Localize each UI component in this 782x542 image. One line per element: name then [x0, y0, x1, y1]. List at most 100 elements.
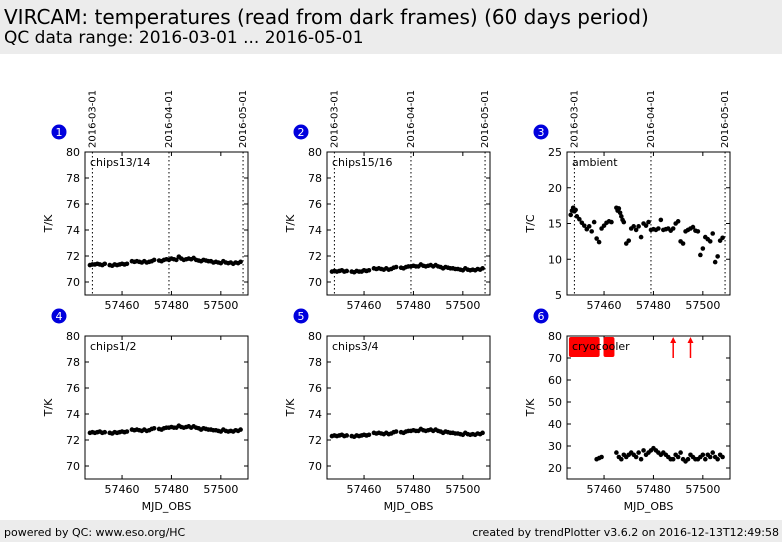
panel-label: chips3/4 — [332, 340, 379, 353]
x-tick-label: 57460 — [587, 483, 622, 496]
data-point — [707, 239, 713, 244]
data-point — [151, 257, 157, 263]
y-tick-label: 76 — [66, 382, 80, 395]
y-tick-label: 78 — [308, 356, 322, 369]
plot-frame — [84, 151, 249, 296]
data-point — [366, 432, 372, 438]
date-tick-label: 2016-03-01 — [87, 90, 98, 148]
data-point — [589, 229, 594, 234]
data-point — [344, 433, 350, 438]
data-point — [573, 207, 578, 213]
data-point — [621, 219, 627, 225]
y-tick-label: 15 — [548, 218, 562, 231]
data-point — [698, 252, 703, 258]
data-point — [703, 456, 708, 462]
y-axis-label: T/K — [42, 398, 55, 417]
data-point — [238, 259, 243, 265]
data-point — [393, 429, 399, 434]
data-point — [619, 456, 624, 462]
data-point — [124, 261, 130, 267]
x-axis-label: MJD_OBS — [142, 500, 192, 513]
panel-number: 4 — [56, 310, 63, 323]
data-point — [344, 268, 350, 274]
data-point — [670, 226, 676, 231]
y-tick-label: 80 — [308, 330, 322, 343]
x-tick-label: 57460 — [347, 483, 382, 496]
panel-label: chips1/2 — [90, 340, 137, 353]
panel-3: 3 2016-03-01 2016-04-01 2016-05-01 5 10 15 20 25… — [524, 90, 731, 312]
panel-1: 1 2016-03-01 2016-04-01 2016-05-01 70 72 74 76 7… — [42, 90, 249, 312]
y-tick-label: 80 — [548, 330, 562, 343]
panel-number: 5 — [298, 310, 305, 323]
date-tick-label: 2016-03-01 — [329, 90, 340, 148]
data-point — [646, 219, 651, 225]
panel-4: 4 70 72 74 76 78 80 57460 57480 57500 T/K MJD_OBS ch… — [42, 308, 249, 513]
data-point — [619, 214, 624, 219]
y-tick-label: 80 — [308, 146, 322, 159]
date-tick-label: 2016-05-01 — [720, 90, 731, 148]
x-tick-label: 57500 — [445, 299, 480, 312]
data-point — [102, 429, 108, 435]
data-point — [720, 454, 725, 460]
y-tick-label: 78 — [66, 172, 80, 185]
data-point — [102, 261, 108, 267]
data-point — [641, 448, 646, 453]
data-point — [568, 212, 574, 218]
y-tick-label: 72 — [308, 434, 322, 447]
data-point — [617, 210, 623, 216]
x-tick-label: 57460 — [587, 299, 622, 312]
panel-label: chips13/14 — [90, 156, 151, 169]
date-tick-label: 2016-05-01 — [238, 90, 249, 148]
off-scale-arrow-head — [670, 337, 677, 343]
data-point — [633, 227, 639, 233]
x-tick-label: 57480 — [154, 483, 189, 496]
data-point — [715, 254, 720, 259]
data-point — [678, 450, 683, 455]
data-point — [675, 219, 681, 224]
date-tick-label: 2016-03-01 — [569, 90, 580, 148]
data-point — [594, 236, 599, 241]
y-tick-label: 60 — [548, 374, 562, 387]
panel-number: 6 — [538, 310, 545, 323]
x-axis-label: MJD_OBS — [384, 500, 434, 513]
y-tick-label: 50 — [548, 396, 562, 409]
page-subtitle: QC data range: 2016-03-01 ... 2016-05-01 — [4, 28, 364, 48]
panel-number-badge — [51, 308, 67, 324]
y-tick-label: 78 — [308, 172, 322, 185]
x-tick-label: 57480 — [396, 299, 431, 312]
data-point — [599, 454, 604, 460]
data-point — [124, 429, 130, 434]
date-tick-label: 2016-04-01 — [646, 90, 657, 148]
plot-frame — [326, 335, 491, 480]
y-axis-label: T/K — [42, 214, 55, 233]
panel-label: ambient — [572, 156, 618, 169]
data-point — [643, 223, 649, 228]
x-axis-label: MJD_OBS — [624, 500, 674, 513]
panel-number-badge — [533, 308, 549, 324]
data-point — [151, 426, 157, 431]
data-point — [631, 224, 636, 229]
data-point — [680, 241, 686, 246]
data-point — [636, 224, 641, 229]
y-tick-label: 70 — [66, 276, 80, 289]
data-point — [656, 226, 661, 231]
header-bar: VIRCAM: temperatures (read from dark fra… — [0, 0, 782, 54]
x-tick-label: 57480 — [636, 483, 671, 496]
footer-powered-by: powered by QC: www.eso.org/HC — [4, 526, 186, 539]
off-scale-point — [593, 337, 600, 357]
data-point — [715, 456, 720, 462]
data-point — [636, 450, 641, 455]
data-point — [712, 259, 718, 265]
y-tick-label: 74 — [308, 408, 322, 421]
panel-number: 1 — [56, 126, 63, 139]
y-tick-label: 72 — [308, 250, 322, 263]
x-tick-label: 57500 — [685, 299, 720, 312]
y-tick-label: 80 — [66, 330, 80, 343]
x-tick-label: 57480 — [396, 483, 431, 496]
plots-area: 1 2016-03-01 2016-04-01 2016-05-01 70 72 74 76 7… — [42, 90, 731, 513]
data-point — [710, 231, 716, 236]
data-point — [633, 454, 639, 460]
data-point — [685, 456, 691, 462]
y-axis-label: T/C — [524, 214, 537, 233]
x-tick-label: 57460 — [105, 299, 140, 312]
